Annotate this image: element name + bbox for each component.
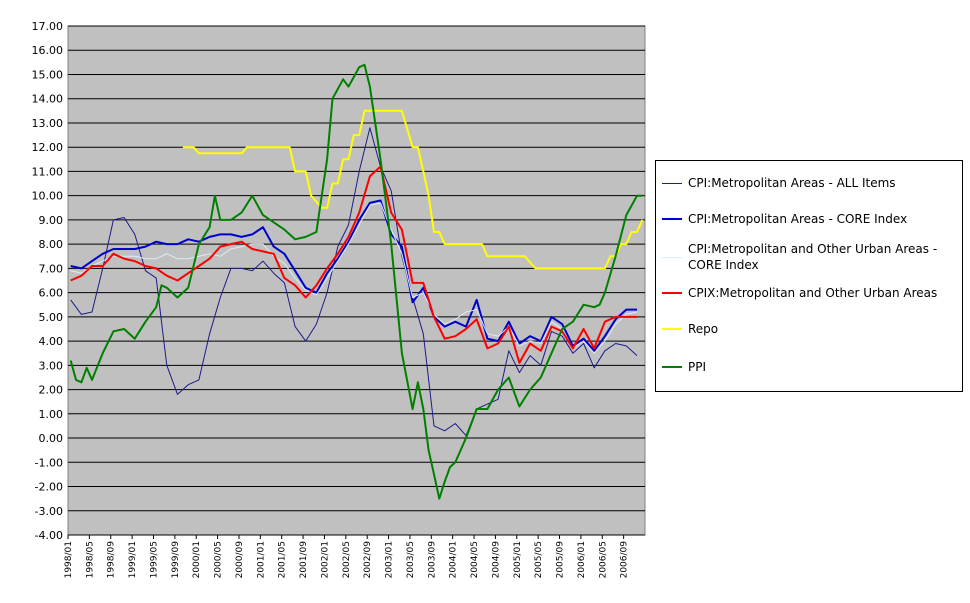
legend-item: CPI:Metropolitan Areas - ALL Items (656, 163, 962, 203)
series-line-3 (70, 165, 637, 364)
x-tick-label: 2000/09 (235, 541, 245, 579)
y-tick-label: 6.00 (39, 287, 64, 300)
y-tick-label: 0.00 (39, 432, 64, 445)
x-tick-label: 2001/09 (299, 541, 309, 579)
series-line-5 (69, 63, 643, 500)
y-tick-label: -3.00 (35, 505, 63, 518)
x-tick-label: 1998/09 (107, 541, 117, 579)
legend-swatch (662, 256, 682, 258)
y-tick-label: -1.00 (35, 456, 63, 469)
legend-label: PPI (688, 360, 707, 374)
x-tick-label: 1998/05 (85, 541, 95, 578)
legend-label: CPI:Metropolitan Areas - CORE Index (688, 212, 908, 226)
x-tick-label: 2005/09 (556, 541, 566, 579)
x-tick-label: 2004/05 (470, 541, 480, 578)
series-lines (69, 63, 644, 500)
y-tick-label: 11.00 (32, 165, 64, 178)
y-tick-label: 3.00 (39, 359, 64, 372)
y-tick-label: 15.00 (32, 68, 64, 81)
x-tick-label: 2003/01 (385, 541, 395, 578)
legend-item: PPI (656, 347, 962, 387)
y-tick-label: 13.00 (32, 117, 64, 130)
x-tick-label: 2005/01 (513, 541, 523, 578)
legend-label: CPI:Metropolitan Areas - ALL Items (688, 176, 896, 190)
y-tick-label: 17.00 (32, 20, 64, 33)
x-tick-label: 2004/09 (491, 541, 501, 579)
y-tick-label: 7.00 (39, 262, 64, 275)
y-axis: 17.00 16.00 15.00 14.00 13.00 12.00 11.00 10.00… (32, 20, 64, 542)
legend-item: Repo (656, 309, 962, 349)
x-tick-label: 2006/09 (620, 541, 630, 579)
legend-swatch (662, 182, 682, 184)
x-tick-label: 1999/09 (171, 541, 181, 579)
x-tick-label: 2006/01 (577, 541, 587, 578)
series-line-4 (182, 109, 644, 270)
legend-item: CPIX:Metropolitan and Other Urban Areas (656, 273, 962, 313)
y-tick-label: 14.00 (32, 93, 64, 106)
legend-label: Repo (688, 322, 719, 336)
legend-label: CPI:Metropolitan and Other Urban Areas -… (688, 242, 938, 272)
legend-swatch (662, 218, 682, 220)
series-line-2 (70, 202, 638, 354)
legend-swatch (662, 366, 682, 368)
plot-area (67, 25, 646, 536)
series-line-1 (70, 199, 637, 352)
y-tick-label: 5.00 (39, 311, 64, 324)
x-tick-label: 1999/01 (128, 541, 138, 578)
y-tick-label: 4.00 (39, 335, 64, 348)
x-tick-label: 2003/05 (406, 541, 416, 578)
x-tick-label: 2002/05 (342, 541, 352, 578)
legend-item: CPI:Metropolitan Areas - CORE Index (656, 199, 962, 239)
x-tick-label: 2001/01 (256, 541, 266, 578)
x-tick-label: 2000/05 (214, 541, 224, 578)
x-tick-label: 2005/05 (534, 541, 544, 578)
legend: CPI:Metropolitan Areas - ALL Items CPI:Me… (655, 160, 963, 392)
x-tick-label: 2006/05 (598, 541, 608, 578)
legend-swatch (662, 292, 682, 294)
y-tick-label: 2.00 (39, 384, 64, 397)
x-tick-label: 2002/01 (320, 541, 330, 578)
series-line-0 (70, 127, 638, 437)
x-tick-label: 2000/01 (192, 541, 202, 578)
y-tick-label: 8.00 (39, 238, 64, 251)
y-tick-label: 10.00 (32, 190, 64, 203)
x-axis: 1998/01 1998/05 1998/09 1999/01 1999/05 1999/… (64, 535, 630, 578)
x-tick-label: 2004/01 (449, 541, 459, 578)
x-tick-label: 2003/09 (427, 541, 437, 579)
legend-item: CPI:Metropolitan and Other Urban Areas -… (656, 237, 962, 277)
legend-label: CPIX:Metropolitan and Other Urban Areas (688, 286, 938, 300)
x-tick-label: 1998/01 (64, 541, 74, 578)
y-tick-label: -4.00 (35, 529, 63, 542)
y-tick-label: -2.00 (35, 481, 63, 494)
y-tick-label: 16.00 (32, 44, 64, 57)
y-tick-label: 9.00 (39, 214, 64, 227)
x-tick-label: 2001/05 (278, 541, 288, 578)
x-tick-label: 1999/05 (149, 541, 159, 578)
x-tick-label: 2002/09 (363, 541, 373, 579)
y-tick-label: 12.00 (32, 141, 64, 154)
y-tick-label: 1.00 (39, 408, 64, 421)
legend-swatch (662, 328, 682, 330)
